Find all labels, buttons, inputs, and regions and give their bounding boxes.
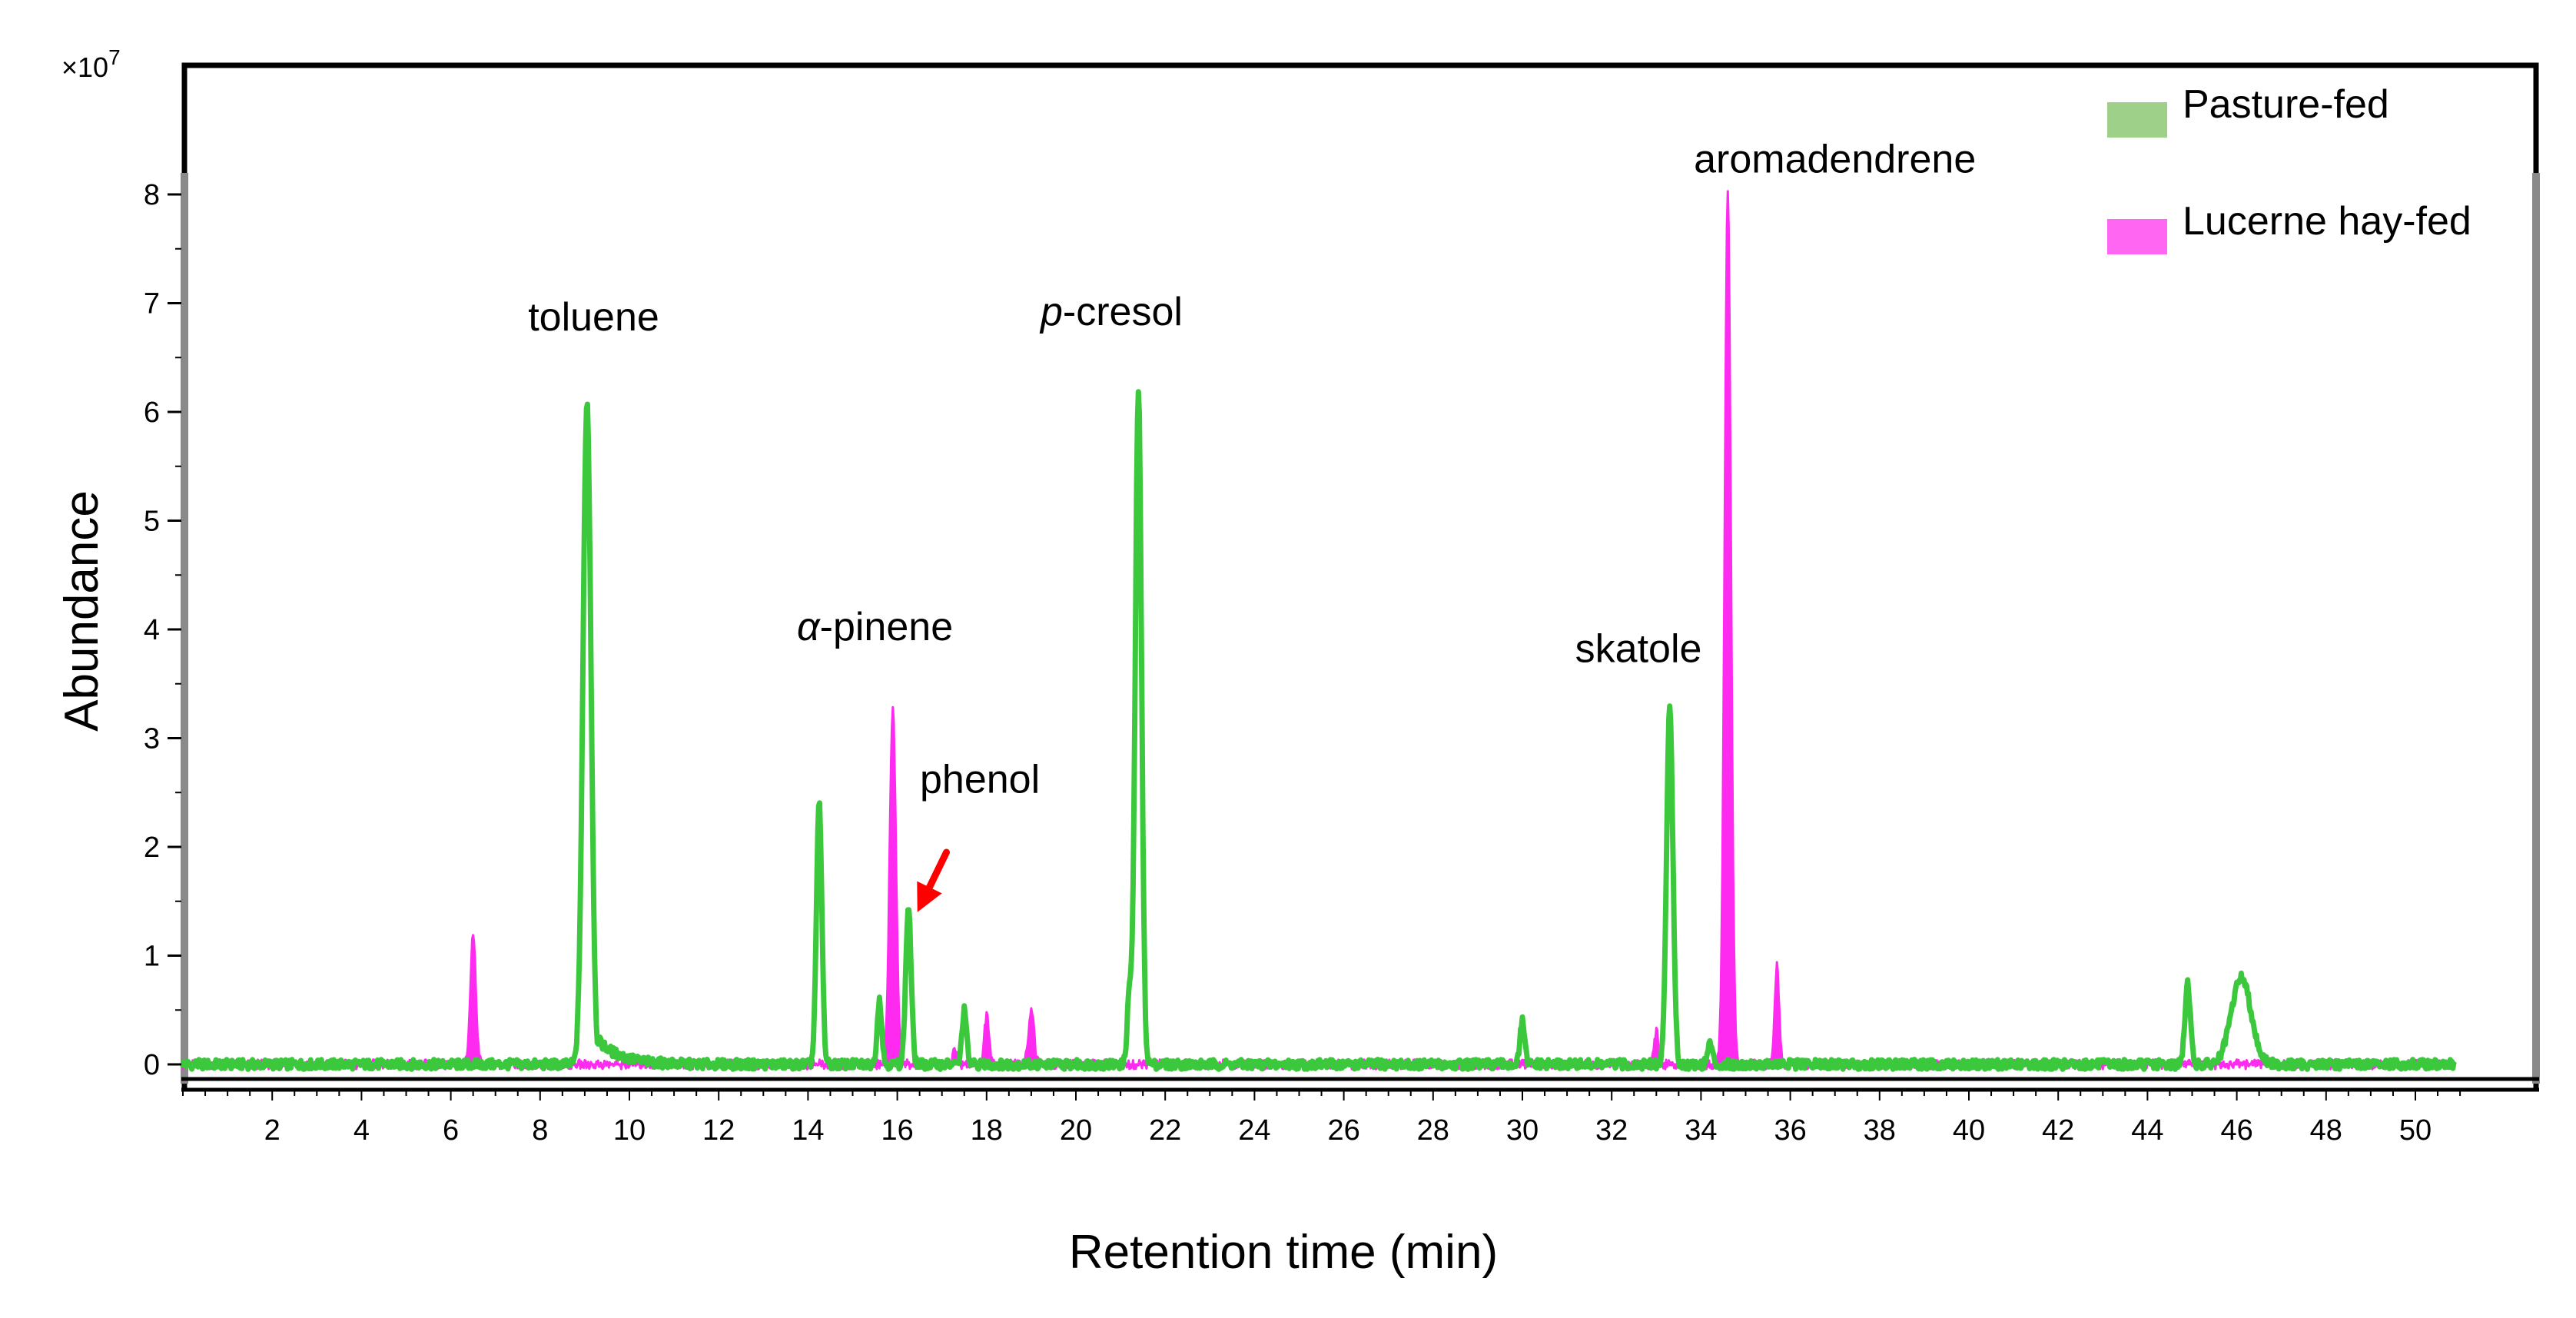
series-lucerne-hay-fed [181,190,2456,1071]
x-tick-label: 6 [443,1114,459,1147]
legend: Pasture-fed Lucerne hay-fed [2107,82,2471,254]
x-tick-label: 4 [354,1114,370,1147]
series-layer [180,190,2457,1072]
annotation-layer: toluene α-pinene phenol p-cresol skatole arom… [528,138,1976,912]
x-tick-label: 34 [1685,1114,1717,1147]
x-tick-label: 24 [1238,1114,1270,1147]
x-tick-label: 36 [1774,1114,1806,1147]
phenol-arrow-head [917,881,942,912]
legend-swatch [2107,219,2167,254]
x-tick-label: 16 [881,1114,913,1147]
x-tick-label: 18 [971,1114,1003,1147]
x-tick-label: 38 [1864,1114,1896,1147]
y-tick-label: 3 [144,723,160,755]
x-axis-title: Retention time (min) [1069,1226,1498,1279]
legend-label: Pasture-fed [2183,82,2389,127]
x-tick-label: 44 [2131,1114,2163,1147]
peak-label: toluene [528,295,659,340]
axis-layer: 2 4 6 8 10 12 14 16 18 20 22 24 26 28 30 32 34 36 38 40 42 44… [55,45,2539,1279]
plot-frame [181,62,2540,1090]
x-tick-label: 12 [702,1114,735,1147]
x-tick-label: 2 [264,1114,281,1147]
x-tick-label: 20 [1060,1114,1092,1147]
x-tick-label: 26 [1327,1114,1359,1147]
x-tick-label: 46 [2220,1114,2252,1147]
y-tick-label: 7 [144,288,160,320]
peak-label: p-cresol [1039,290,1183,334]
peak-label: aromadendrene [1694,138,1976,182]
y-exponent: 7 [108,45,121,69]
peak-label-prefix: α [797,605,821,649]
y-tick-label: 0 [144,1049,160,1081]
x-tick-label: 30 [1506,1114,1539,1147]
peak-label: skatole [1575,626,1702,671]
y-tick-label: 8 [144,179,160,211]
x-tick-label: 10 [613,1114,646,1147]
x-tick-label: 40 [1953,1114,1985,1147]
legend-swatch [2107,102,2167,138]
x-tick-label: 42 [2042,1114,2074,1147]
x-tick-label: 28 [1417,1114,1449,1147]
peak-label-name: -pinene [820,605,953,649]
x-tick-label: 50 [2399,1114,2432,1147]
y-multiplier: ×10 [61,51,108,83]
y-tick-label: 6 [144,397,160,429]
peak-label: α-pinene [797,605,953,649]
phenol-arrow-shaft [925,848,951,891]
x-tick-label: 8 [532,1114,548,1147]
x-tick-label: 32 [1595,1114,1628,1147]
y-tick-label: 2 [144,832,160,864]
y-exponent-label: ×107 [61,45,121,83]
x-tick-label: 22 [1149,1114,1181,1147]
y-tick-label: 1 [144,941,160,973]
series-pasture-fed [180,389,2457,1072]
y-axis-title: Abundance [55,490,108,732]
y-tick-label: 5 [144,506,160,538]
legend-label: Lucerne hay-fed [2183,199,2471,244]
y-tick-label: 4 [144,614,160,646]
peak-label: phenol [920,757,1040,802]
x-tick-label: 14 [792,1114,824,1147]
peak-label-name: -cresol [1063,290,1183,334]
x-tick-label: 48 [2310,1114,2342,1147]
peak-label-prefix: p [1039,290,1063,334]
